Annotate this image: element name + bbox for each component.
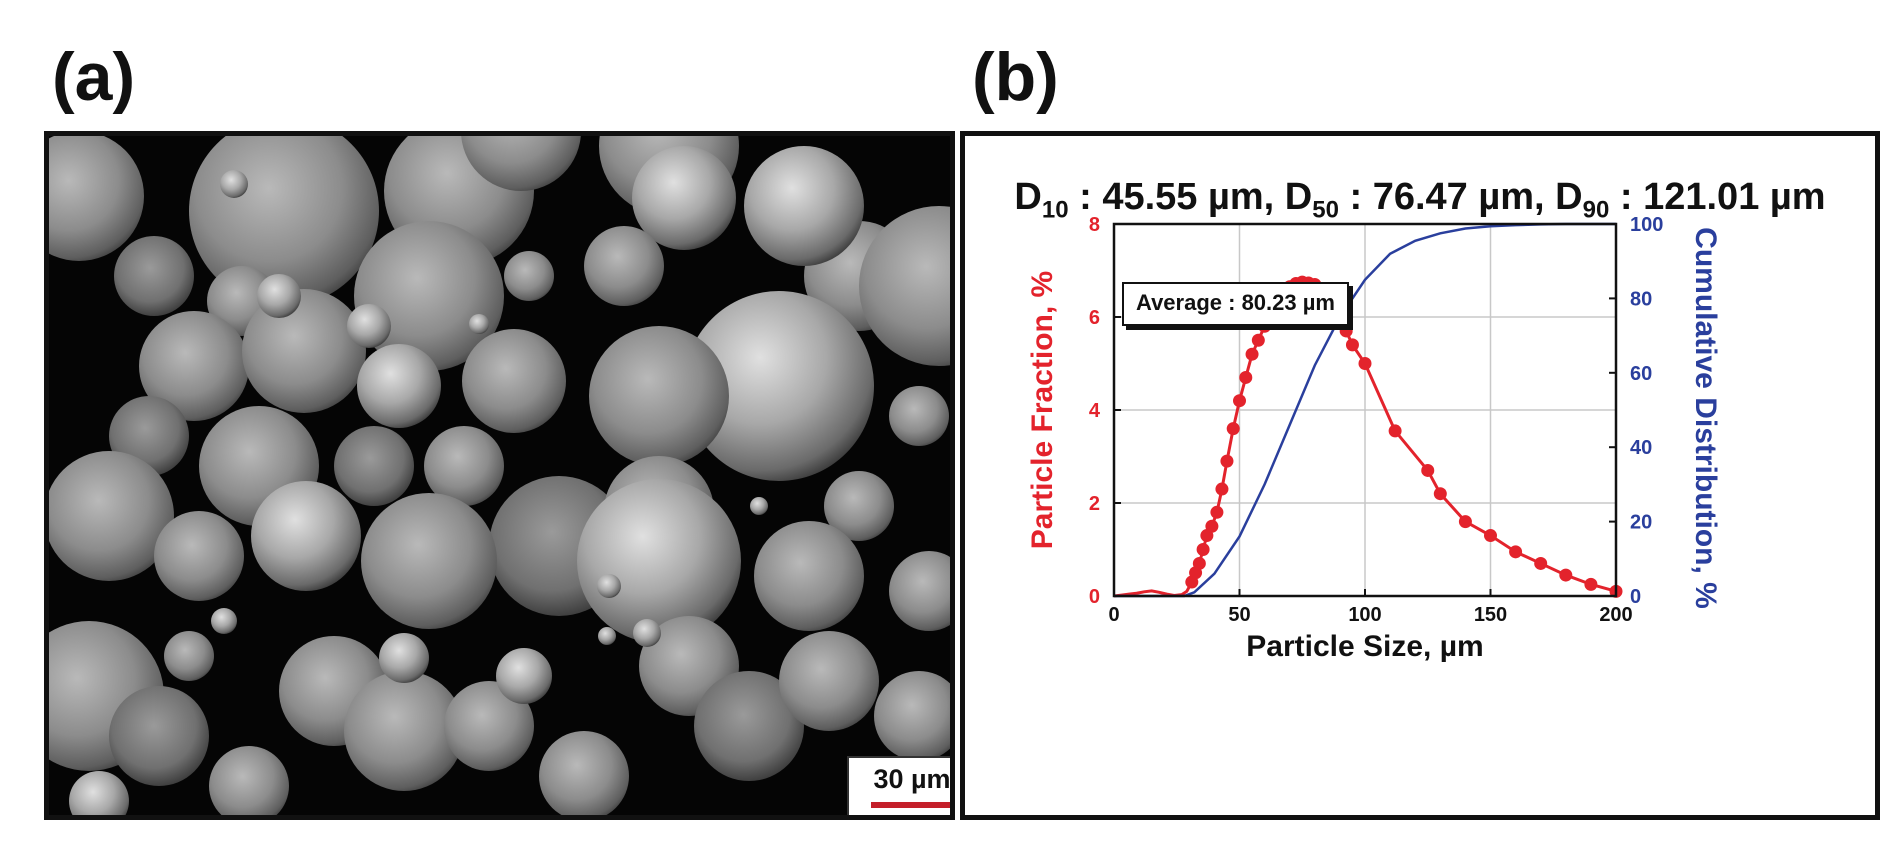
sem-micrograph-image [49, 136, 950, 815]
fraction-data-point [1215, 482, 1229, 496]
x-tick-label: 100 [1348, 604, 1381, 626]
fraction-data-point [1458, 515, 1472, 529]
fraction-data-point [1245, 347, 1259, 361]
fraction-data-point [1358, 357, 1372, 370]
fraction-data-point [1559, 568, 1573, 582]
average-annotation: Average : 80.23 µm [1122, 282, 1349, 326]
scale-bar-line [871, 802, 950, 808]
d90-value: : 121.01 µm [1609, 176, 1826, 218]
x-tick-label: 150 [1474, 604, 1507, 626]
y-right-axis-title: Cumulative Distribution, % [1689, 227, 1722, 609]
fraction-data-point [1196, 543, 1210, 556]
fraction-data-point [1484, 529, 1497, 543]
y-left-tick-label: 4 [1089, 400, 1101, 422]
fraction-data-point [1220, 454, 1234, 468]
y-right-tick-label: 80 [1630, 288, 1652, 310]
fraction-data-point [1433, 487, 1447, 501]
y-left-axis-title: Particle Fraction, % [1026, 271, 1059, 549]
y-left-tick-label: 8 [1089, 214, 1100, 236]
fraction-data-point [1205, 519, 1219, 533]
fraction-data-point [1388, 424, 1402, 438]
fraction-data-point [1345, 338, 1359, 352]
fraction-data-point [1233, 394, 1246, 408]
panel-b-label: (b) [972, 39, 1059, 115]
d50-value: : 76.47 µm, [1338, 176, 1556, 218]
scale-bar-label: 30 µm [873, 764, 951, 794]
d90-subscript: 90 [1582, 196, 1610, 224]
panel-a-label: (a) [52, 39, 136, 115]
fraction-data-point [1421, 463, 1435, 477]
scale-bar: 30 µm [847, 756, 951, 815]
fraction-data-point [1251, 333, 1265, 347]
y-left-tick-label: 6 [1089, 307, 1100, 329]
fraction-data-point [1534, 556, 1548, 570]
fraction-data-point [1210, 505, 1224, 519]
fraction-data-point [1339, 324, 1353, 338]
d50-label: D [1284, 176, 1313, 218]
y-right-tick-label: 20 [1630, 512, 1652, 534]
x-axis-title: Particle Size, µm [1246, 630, 1483, 663]
y-right-tick-label: 100 [1630, 214, 1663, 236]
d10-label: D [1014, 176, 1042, 218]
y-left-tick-label: 2 [1089, 493, 1100, 515]
y-right-tick-label: 40 [1630, 437, 1652, 459]
x-tick-label: 50 [1228, 604, 1250, 626]
y-left-tick-label: 0 [1089, 586, 1100, 608]
d50-subscript: 50 [1312, 196, 1339, 224]
fraction-data-point [1192, 556, 1206, 570]
d10-subscript: 10 [1041, 196, 1069, 224]
sem-micrograph-panel: 30 µm [44, 131, 955, 820]
d10-value: : 45.55 µm, [1068, 176, 1285, 218]
y-right-tick-label: 0 [1630, 586, 1641, 608]
fraction-data-point [1226, 422, 1240, 436]
d-values-header: D10 : 45.55 µm, D50 : 76.47 µm, D90 : 12… [965, 176, 1875, 225]
fraction-data-point [1239, 370, 1253, 384]
fraction-data-point [1584, 577, 1598, 591]
x-tick-label: 200 [1599, 604, 1632, 626]
particle-size-chart-panel: D10 : 45.55 µm, D50 : 76.47 µm, D90 : 12… [960, 131, 1880, 820]
x-tick-label: 0 [1108, 604, 1119, 626]
fraction-data-point [1509, 545, 1523, 559]
y-right-tick-label: 60 [1630, 363, 1652, 385]
d90-label: D [1555, 176, 1583, 218]
